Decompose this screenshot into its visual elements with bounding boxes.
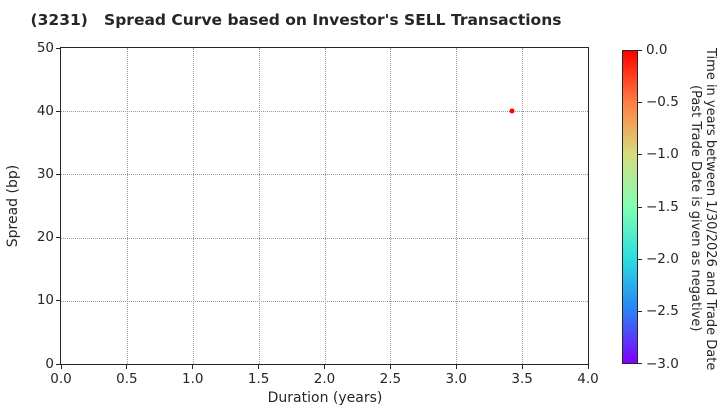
- colorbar-tick: [638, 206, 642, 208]
- x-tick-label: 3.0: [445, 371, 467, 387]
- grid-line-vertical: [324, 48, 326, 364]
- x-tick-label: 0.5: [116, 371, 138, 387]
- grid-line-horizontal: [61, 237, 588, 239]
- y-tick-label: 20: [36, 229, 54, 246]
- y-tick: [56, 237, 60, 239]
- grid-line-vertical: [456, 48, 458, 364]
- grid-line-horizontal: [61, 174, 588, 176]
- grid-line-horizontal: [61, 300, 588, 302]
- y-tick: [56, 47, 60, 49]
- y-tick-label: 40: [36, 102, 54, 119]
- x-tick: [521, 365, 523, 369]
- y-tick: [56, 363, 60, 365]
- colorbar-tick: [638, 101, 642, 103]
- x-tick: [60, 365, 62, 369]
- grid-line-vertical: [192, 48, 194, 364]
- colorbar-label-line2: (Past Trade Date is given as negative): [688, 84, 703, 332]
- chart-title: (3231) Spread Curve based on Investor's …: [30, 11, 562, 29]
- colorbar-tick-label: −0.5: [646, 93, 679, 110]
- x-tick: [324, 365, 325, 369]
- x-tick: [389, 365, 391, 369]
- x-tick-label: 1.5: [247, 371, 270, 387]
- colorbar-tick: [638, 258, 642, 260]
- y-tick-label: 30: [36, 165, 54, 182]
- colorbar-tick-label: −1.0: [646, 146, 679, 163]
- colorbar-label-line1: Time in years between 1/30/2026 and Trad…: [703, 48, 718, 371]
- data-point: [509, 108, 515, 114]
- x-tick-label: 1.0: [182, 371, 204, 387]
- x-tick: [258, 365, 260, 369]
- x-tick-label: 4.0: [577, 371, 599, 387]
- x-axis-label: Duration (years): [267, 390, 383, 406]
- x-tick: [587, 365, 589, 369]
- y-tick: [56, 110, 60, 112]
- grid-line-vertical: [522, 48, 524, 364]
- colorbar-tick-label: 0.0: [646, 41, 668, 58]
- grid-line-horizontal: [61, 111, 588, 113]
- x-tick: [126, 365, 128, 369]
- y-tick: [56, 173, 60, 175]
- y-tick-label: 10: [36, 292, 54, 309]
- colorbar-tick: [638, 362, 642, 364]
- x-tick-label: 0.0: [50, 371, 72, 387]
- x-tick: [192, 365, 194, 369]
- colorbar-tick-label: −1.5: [646, 198, 679, 215]
- colorbar-tick: [638, 311, 642, 313]
- colorbar-tick-label: −2.5: [646, 303, 679, 320]
- grid-line-vertical: [126, 48, 128, 364]
- colorbar-tick: [638, 154, 642, 156]
- x-tick: [455, 365, 457, 369]
- x-tick-label: 3.5: [511, 371, 533, 387]
- colorbar-axis-label: Time in years between 1/30/2026 and Trad…: [684, 48, 718, 371]
- y-axis-label: Spread (bp): [5, 164, 21, 248]
- colorbar: [622, 50, 638, 364]
- x-tick-label: 2.0: [313, 371, 336, 387]
- colorbar-tick-label: −2.0: [646, 250, 679, 267]
- grid-line-vertical: [258, 48, 260, 364]
- colorbar-tick: [638, 49, 642, 51]
- colorbar-tick-label: −3.0: [646, 355, 679, 372]
- x-tick-label: 2.5: [379, 371, 402, 387]
- grid-line-vertical: [390, 48, 392, 364]
- y-tick: [56, 300, 60, 302]
- y-tick-label: 50: [36, 39, 54, 56]
- y-tick-label: 0: [45, 355, 54, 372]
